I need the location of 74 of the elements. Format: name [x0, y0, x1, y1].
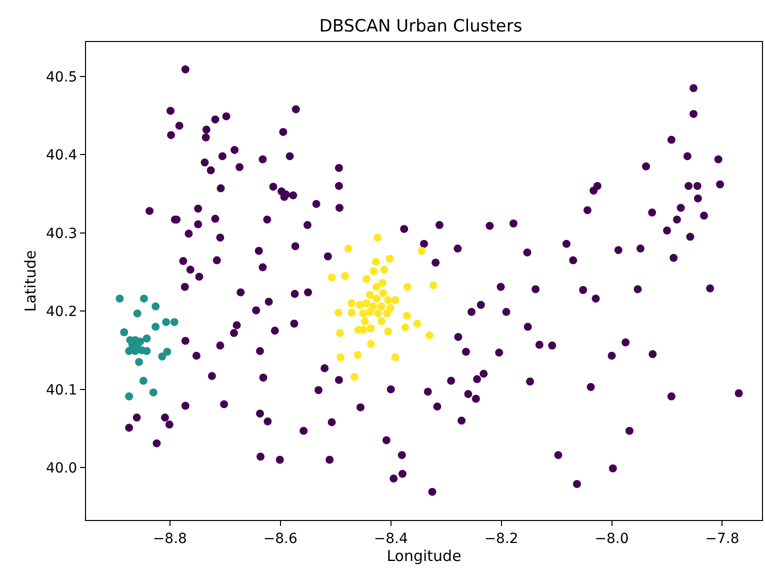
point [163, 348, 172, 356]
point [334, 308, 342, 317]
point [116, 294, 124, 303]
point [401, 324, 410, 332]
x-tick-label: −8.0 [594, 530, 629, 547]
point [120, 328, 128, 336]
point [162, 318, 170, 326]
y-tick-label: 40.4 [46, 148, 78, 164]
point [149, 388, 158, 396]
point [372, 258, 380, 266]
point [402, 312, 411, 320]
point [135, 358, 144, 366]
point [374, 234, 382, 242]
point [336, 329, 344, 338]
y-axis-title: Latitude [21, 250, 40, 312]
point [374, 309, 382, 318]
x-tick-label: −8.4 [374, 530, 408, 547]
point [366, 308, 374, 316]
point [426, 331, 434, 340]
point [158, 352, 166, 360]
x-tick-label: −7.8 [705, 530, 740, 547]
point [139, 376, 148, 385]
x-tick-label: −8.6 [263, 530, 298, 547]
point [380, 266, 388, 274]
point [341, 272, 350, 280]
y-tick-label: 40.3 [46, 226, 78, 242]
point [359, 309, 368, 318]
point [391, 353, 400, 362]
point [348, 308, 356, 317]
point [391, 296, 400, 304]
point [344, 244, 352, 253]
point [429, 281, 438, 290]
point [354, 350, 362, 359]
point [378, 278, 387, 287]
point [384, 296, 392, 304]
point [360, 317, 369, 326]
point [152, 302, 160, 310]
point [370, 267, 378, 276]
y-tick-label: 40.1 [46, 382, 78, 398]
point [366, 340, 375, 348]
point [350, 372, 358, 381]
y-tick-label: 40.0 [46, 460, 78, 476]
point [140, 294, 148, 303]
x-tick-label: −8.8 [152, 530, 187, 547]
y-tick-label: 40.5 [46, 69, 78, 86]
y-tick-label: 40.2 [46, 304, 78, 320]
point [413, 320, 422, 328]
point [152, 322, 160, 331]
point [142, 334, 151, 342]
point [366, 324, 375, 332]
point [383, 309, 391, 318]
point [356, 300, 364, 309]
chart-title: DBSCAN Urban Clusters [319, 16, 522, 37]
point [362, 299, 371, 308]
point [384, 327, 392, 336]
point [418, 246, 426, 255]
point [372, 294, 380, 303]
point [348, 299, 356, 308]
x-tick-label: −8.2 [484, 530, 518, 547]
point [377, 302, 386, 310]
point [328, 273, 336, 282]
point [142, 347, 151, 356]
point [372, 282, 380, 291]
point [170, 318, 178, 326]
point [362, 275, 371, 284]
point [336, 353, 345, 362]
point [133, 309, 142, 318]
point [403, 282, 412, 291]
point [125, 392, 134, 400]
point [366, 290, 374, 299]
x-axis-title: Longitude [386, 546, 462, 565]
point [386, 254, 394, 263]
point [379, 289, 388, 298]
point [377, 317, 386, 326]
